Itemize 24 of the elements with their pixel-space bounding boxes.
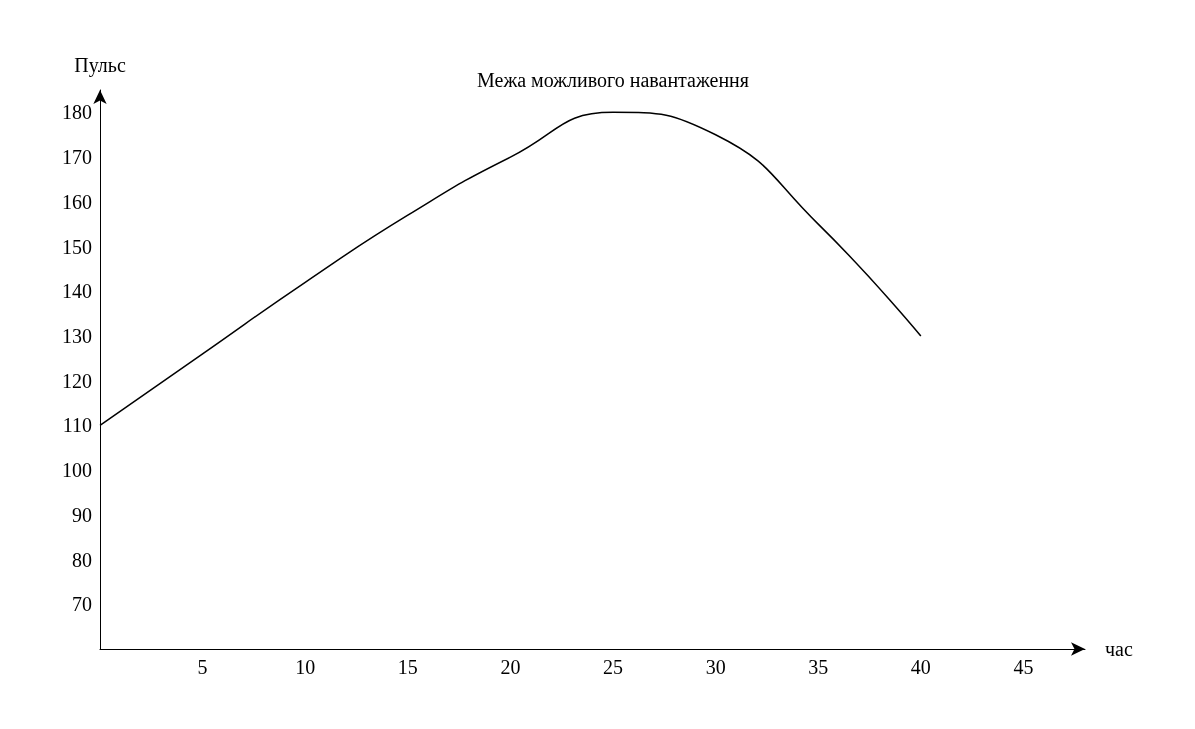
y-tick-label: 130 xyxy=(62,324,92,347)
x-tick-label: 25 xyxy=(603,656,624,678)
x-tick-label: 30 xyxy=(705,656,726,678)
y-tick-label: 160 xyxy=(62,190,92,213)
y-tick-label: 170 xyxy=(62,146,92,169)
y-tick-label: 140 xyxy=(62,280,92,303)
x-axis-title: час xyxy=(1105,638,1133,660)
y-tick-label: 150 xyxy=(62,235,92,258)
x-tick-label: 20 xyxy=(500,656,521,678)
x-tick-label: 15 xyxy=(397,656,418,678)
y-tick-label: 70 xyxy=(72,593,92,616)
y-tick-label: 80 xyxy=(72,548,92,571)
x-tick-label: 40 xyxy=(910,656,931,678)
y-tick-label: 180 xyxy=(62,101,92,124)
x-tick-label: 35 xyxy=(808,656,829,678)
x-tick-label: 5 xyxy=(197,656,208,678)
x-tick-label: 45 xyxy=(1013,656,1034,678)
y-axis-title: Пульс xyxy=(74,54,126,77)
x-tick-label: 10 xyxy=(295,656,316,678)
y-tick-label: 120 xyxy=(62,369,92,392)
y-tick-label: 90 xyxy=(72,503,92,526)
y-tick-label: 100 xyxy=(62,459,92,482)
y-tick-label: 110 xyxy=(62,414,92,437)
annotation: Межа можливого навантаження xyxy=(477,69,750,92)
